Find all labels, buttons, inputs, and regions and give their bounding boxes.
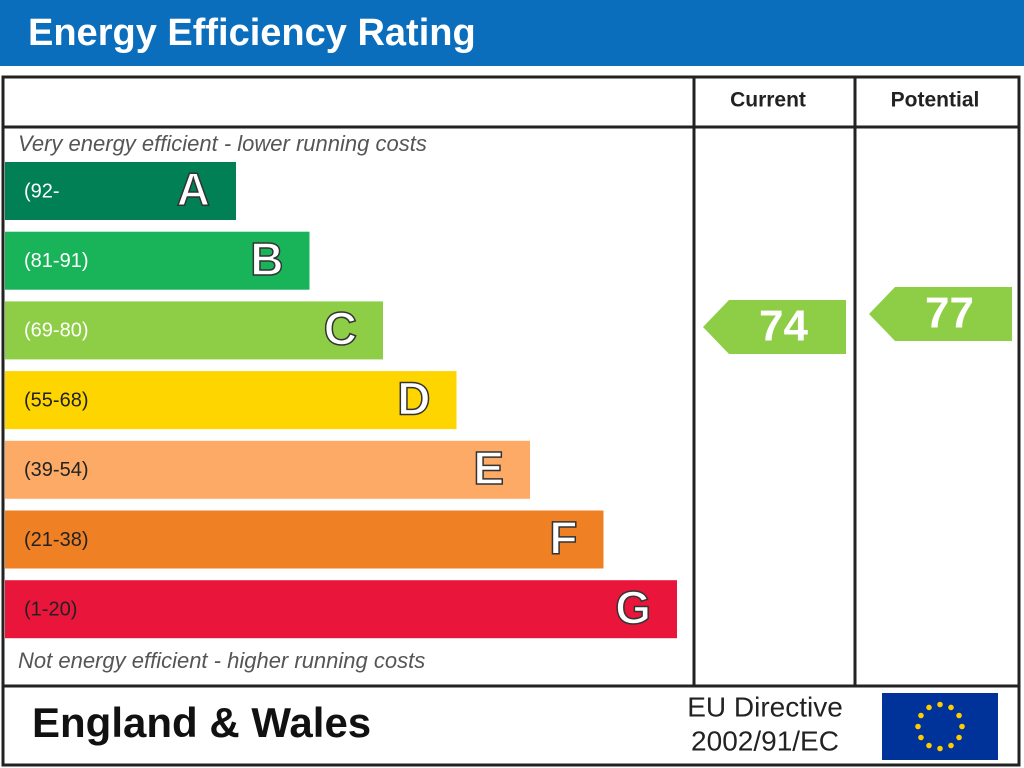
band [5,510,604,569]
eu-star [918,712,924,719]
bottom-note: Not energy efficient - higher running co… [18,648,425,673]
band-letter: E [473,442,504,494]
band-range: (69-80) [24,320,88,342]
band-letter: C [324,303,357,355]
column-header: Potential [891,89,980,112]
region: England & Wales [32,699,371,746]
eu-star [937,701,943,708]
column-header: Current [730,89,806,112]
eu-star [948,704,954,711]
band-range: (81-91) [24,250,88,272]
directive: EU Directive [687,691,843,722]
band [5,580,677,639]
eu-star [915,723,921,730]
eu-star [956,712,962,719]
band [5,371,457,430]
eu-star [918,734,924,741]
directive: 2002/91/EC [691,725,839,756]
band-range: (55-68) [24,389,88,411]
band [5,162,236,220]
title: Energy Efficiency Rating [28,12,476,54]
band-letter: B [250,233,283,285]
band-letter: G [615,581,651,633]
band-range: (21-38) [24,529,88,551]
eu-star [948,742,954,749]
eu-star [937,745,943,752]
band-letter: D [397,372,430,424]
current-value: 74 [759,302,808,351]
band [5,301,383,360]
band-letter: A [177,163,210,215]
eu-star [926,742,932,749]
band-letter: F [549,512,577,564]
current-arrow [703,300,846,354]
band-range: (92- [24,180,60,202]
band-range: (1-20) [24,598,77,620]
title-bar [0,0,1024,66]
top-note: Very energy efficient - lower running co… [18,131,427,156]
potential-value: 77 [925,289,974,338]
eu-star [959,723,965,730]
frame [1,75,1021,767]
band-range: (39-54) [24,459,88,481]
eu-star [956,734,962,741]
band [5,440,530,499]
eu-star [926,704,932,711]
band [5,231,310,290]
potential-arrow [869,287,1012,341]
